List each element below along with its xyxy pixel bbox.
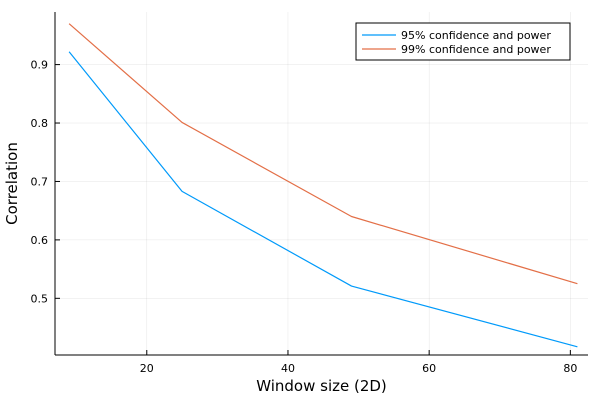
x-tick-label: 60 <box>422 362 436 375</box>
x-tick-label: 40 <box>281 362 295 375</box>
y-tick-label: 0.6 <box>31 234 49 247</box>
grid <box>55 12 588 355</box>
legend-label-2: 99% confidence and power <box>401 43 551 56</box>
y-axis-title: Correlation <box>3 142 21 225</box>
y-tick-label: 0.9 <box>31 59 49 72</box>
y-tick-label: 0.5 <box>31 292 49 305</box>
legend-label-1: 95% confidence and power <box>401 29 551 42</box>
legend-box <box>355 22 571 61</box>
series-line-1 <box>68 51 578 348</box>
x-ticks: 20 40 60 80 <box>140 350 577 375</box>
y-ticks: 0.5 0.6 0.7 0.8 0.9 <box>31 59 60 305</box>
series-line-2 <box>68 23 578 285</box>
axes <box>54 12 588 356</box>
series-lines <box>68 23 578 348</box>
x-tick-label: 80 <box>563 362 577 375</box>
x-tick-label: 20 <box>140 362 154 375</box>
y-tick-label: 0.7 <box>31 175 49 188</box>
x-axis-title: Window size (2D) <box>256 377 387 395</box>
y-tick-label: 0.8 <box>31 117 49 130</box>
